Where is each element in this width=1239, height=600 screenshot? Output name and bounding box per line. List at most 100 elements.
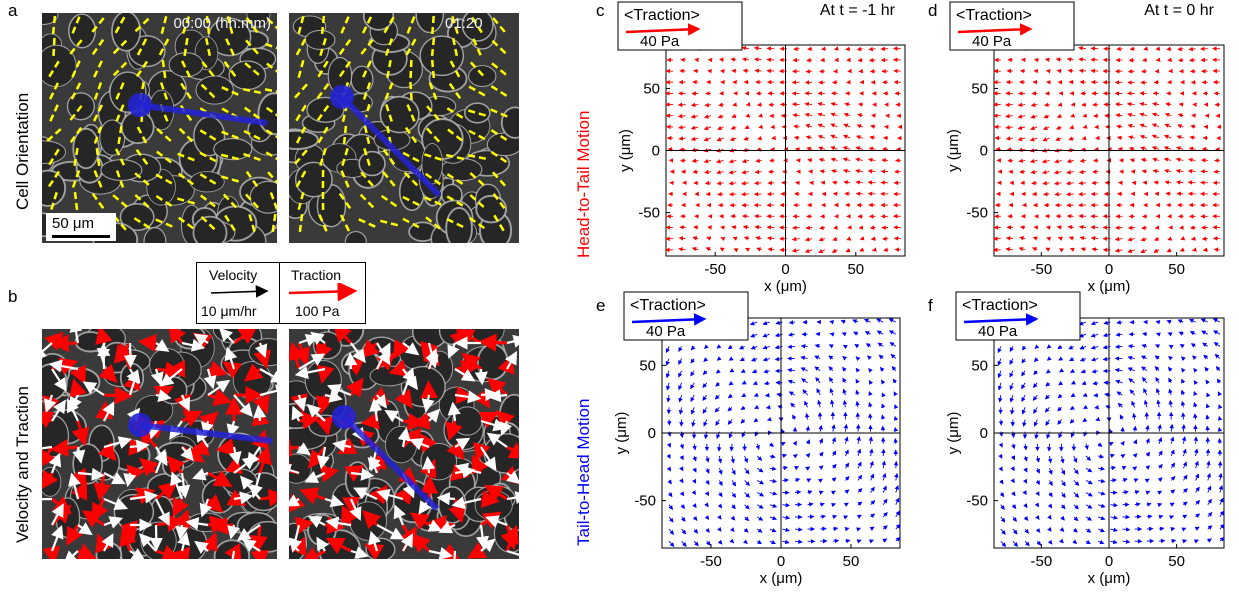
traction-arrow xyxy=(1067,194,1074,195)
traction-arrow xyxy=(706,183,711,184)
cell-outline xyxy=(380,97,418,133)
cell-outline xyxy=(465,103,490,123)
traction-legend: <Traction>40 Pa xyxy=(956,292,1080,340)
traction-arrow xyxy=(819,82,825,83)
row-title-velocity-traction: Velocity and Traction xyxy=(13,386,33,543)
traction-legend: <Traction>40 Pa xyxy=(618,2,742,50)
microscopy-image-a-t0: 00:00 (hh:mm) 50 μm xyxy=(42,13,277,243)
vector-arrow xyxy=(260,551,262,559)
traction-arrow xyxy=(782,480,788,481)
traction-arrow xyxy=(1119,149,1123,150)
traction-arrow xyxy=(869,182,876,183)
traction-arrow xyxy=(730,194,736,195)
traction-legend-title: <Traction> xyxy=(630,297,706,314)
x-tick-label: -50 xyxy=(1031,553,1053,570)
traction-legend-scale: 40 Pa xyxy=(978,323,1018,340)
traction-arrow xyxy=(821,182,825,183)
cell-outline xyxy=(314,332,341,359)
traction-arrow xyxy=(802,346,808,347)
traction-arrow xyxy=(822,49,825,50)
traction-arrow xyxy=(1168,60,1171,61)
traction-arrow xyxy=(1049,444,1050,451)
trajectory-start-dot xyxy=(330,85,354,109)
traction-arrow xyxy=(1032,183,1037,184)
traction-arrow xyxy=(1131,49,1135,50)
traction-arrow xyxy=(1094,395,1098,396)
traction-arrow xyxy=(770,116,774,117)
traction-arrow xyxy=(669,420,670,425)
vector-arrow xyxy=(481,499,497,501)
traction-arrow xyxy=(1044,194,1050,195)
traction-legend-title: <Traction> xyxy=(624,7,700,24)
traction-arrow xyxy=(1192,115,1196,116)
y-tick-label: 0 xyxy=(648,425,656,442)
cell-outline xyxy=(96,543,121,559)
legend-traction-scale: 100 Pa xyxy=(295,303,339,319)
traction-arrow xyxy=(1116,346,1123,347)
traction-arrow xyxy=(1143,334,1147,335)
traction-arrow xyxy=(835,49,838,50)
traction-arrow xyxy=(759,116,762,117)
traction-arrow xyxy=(1020,172,1025,173)
legend-velocity-arrow xyxy=(211,291,267,293)
traction-arrow xyxy=(731,444,732,451)
microscopy-image-a-t1: 01:20 xyxy=(289,13,519,243)
traction-legend: <Traction>40 Pa xyxy=(950,2,1074,50)
x-tick-label: 50 xyxy=(1168,553,1185,570)
traction-arrow xyxy=(1021,227,1025,228)
traction-arrow xyxy=(1180,228,1183,229)
x-axis-label: x (μm) xyxy=(1088,570,1131,587)
traction-arrow xyxy=(1095,407,1098,408)
x-tick-label: -50 xyxy=(1031,261,1053,278)
y-tick-label: -50 xyxy=(634,493,656,510)
traction-arrow xyxy=(755,183,762,184)
trajectory-start-dot xyxy=(128,93,152,117)
traction-arrow xyxy=(1142,71,1147,72)
traction-arrow xyxy=(1055,194,1061,195)
y-axis-label: y (μm) xyxy=(945,412,962,455)
y-tick-label: -50 xyxy=(966,205,988,222)
traction-arrow xyxy=(1034,227,1037,228)
y-tick-label: 0 xyxy=(980,425,988,442)
x-tick-label: 50 xyxy=(1168,261,1185,278)
vector-arrow xyxy=(429,478,430,499)
vector-arrow xyxy=(104,395,130,396)
trajectory-start-dot xyxy=(332,405,356,429)
traction-arrow xyxy=(1156,49,1159,50)
vector-arrow xyxy=(104,345,105,369)
x-tick-label: 50 xyxy=(843,553,860,570)
x-tick-label: 0 xyxy=(1105,261,1113,278)
traction-arrow xyxy=(884,250,888,251)
traction-arrow xyxy=(858,425,859,432)
x-axis-label: x (μm) xyxy=(760,570,803,587)
traction-arrow xyxy=(1058,71,1062,72)
traction-arrow xyxy=(742,194,749,195)
traction-legend-title: <Traction> xyxy=(956,7,1032,24)
vector-arrow xyxy=(156,525,157,549)
legend-traction-arrow xyxy=(289,291,355,293)
y-tick-label: 0 xyxy=(980,143,988,160)
traction-arrow xyxy=(870,60,876,61)
x-tick-label: 0 xyxy=(781,261,789,278)
vector-arrow xyxy=(350,354,351,369)
legend-velocity-scale: 10 μm/hr xyxy=(201,303,257,319)
y-tick-label: 0 xyxy=(652,143,660,160)
traction-arrow xyxy=(794,49,800,50)
legend-traction-title: Traction xyxy=(291,267,341,283)
traction-arrow xyxy=(680,149,686,150)
trajectory-start-dot xyxy=(128,413,152,437)
x-tick-label: 0 xyxy=(1105,553,1113,570)
traction-arrow xyxy=(1047,227,1050,228)
vector-arrow xyxy=(429,383,430,395)
cell-outline xyxy=(150,349,184,382)
cell-outline xyxy=(193,217,226,243)
traction-arrow xyxy=(1180,104,1184,105)
traction-arrow xyxy=(767,407,770,408)
traction-arrow xyxy=(871,437,872,444)
traction-arrow xyxy=(788,346,795,347)
y-tick-label: -50 xyxy=(638,205,660,222)
traction-arrow xyxy=(821,60,825,61)
timestamp-t0: 00:00 (hh:mm) xyxy=(173,15,271,32)
